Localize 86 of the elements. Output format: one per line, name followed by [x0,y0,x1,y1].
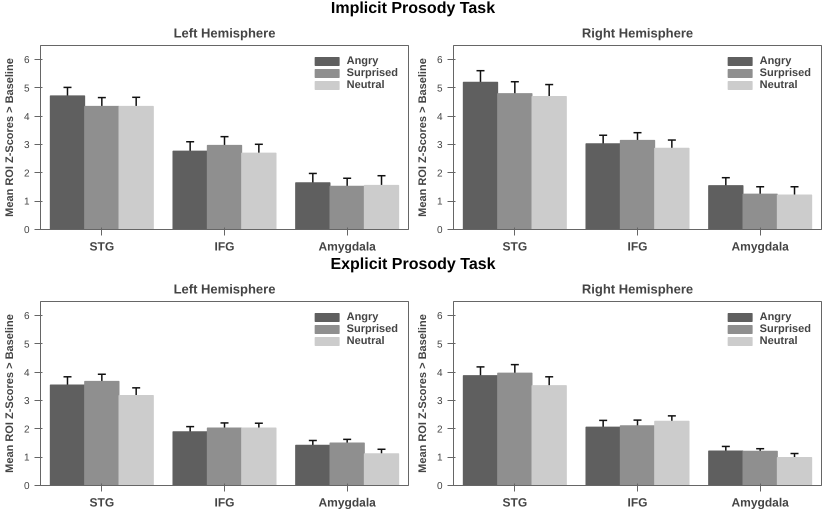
x-tick-label: IFG [628,496,648,510]
bar [329,442,365,486]
y-tick-label: 4 [24,112,30,123]
x-tick-label: Amygdala [731,496,790,510]
chart-title: Right Hemisphere [582,282,694,296]
bar [329,186,365,230]
y-tick-label: 0 [24,225,30,236]
y-tick-label: 1 [436,452,443,464]
legend-label: Surprised [346,323,398,335]
y-tick-label: 1 [24,196,30,208]
x-tick-label: Amygdala [318,496,376,510]
y-axis-title: Mean ROI Z-Scores > Baseline [416,58,429,217]
legend-label: Neutral [760,79,798,91]
x-tick-label: IFG [214,496,234,510]
bar [364,184,400,230]
y-tick-label: 6 [24,55,30,66]
y-tick-label: 1 [436,196,443,208]
bar [620,140,656,230]
bar [497,93,533,230]
bar [776,456,812,486]
y-axis-title: Mean ROI Z-Scores > Baseline [4,314,16,473]
y-tick-label: 0 [24,481,30,492]
bar [118,394,154,486]
legend-label: Surprised [346,67,398,79]
x-tick-label: STG [90,496,114,510]
bar [118,106,154,230]
bar [742,450,778,486]
bar [241,428,277,486]
y-tick-label: 3 [24,396,30,408]
y-tick-label: 6 [24,311,30,322]
y-tick-label: 2 [24,424,30,436]
bar [497,372,533,486]
y-tick-label: 6 [436,55,443,66]
y-tick-label: 3 [436,140,443,152]
text: Explicit Prosody Task [330,256,496,274]
y-tick-label: 5 [436,339,443,350]
y-tick-label: 6 [436,311,443,322]
legend-label: Angry [760,55,792,67]
x-tick-label: Amygdala [731,240,790,254]
y-tick-label: 1 [24,452,30,464]
text: Implicit Prosody Task [330,0,496,18]
y-tick-label: 4 [436,112,443,123]
bar [364,453,400,486]
legend-label: Angry [346,55,378,67]
bar [620,425,656,486]
y-tick-label: 0 [436,225,443,236]
y-tick-label: 2 [436,168,443,180]
legend-label: Angry [760,311,792,323]
legend-label: Angry [346,311,378,323]
y-tick-label: 0 [436,481,443,492]
chart-title: Right Hemisphere [582,26,694,40]
x-tick-label: IFG [628,240,648,254]
y-tick-label: 5 [436,83,443,94]
chart-title: Left Hemisphere [174,282,276,296]
x-tick-label: Amygdala [318,240,376,254]
y-tick-label: 4 [24,368,30,379]
bar [654,148,690,230]
legend-label: Neutral [760,335,798,347]
y-tick-label: 3 [436,396,443,408]
y-tick-label: 5 [24,339,30,350]
y-tick-label: 4 [436,368,443,379]
bar [654,420,690,486]
bar [84,380,120,486]
x-tick-label: IFG [214,240,234,254]
y-tick-label: 2 [24,168,30,180]
x-tick-label: STG [502,496,528,510]
chart-title: Left Hemisphere [174,26,276,40]
y-axis-title: Mean ROI Z-Scores > Baseline [416,314,429,473]
bar [776,194,812,230]
bar [532,385,567,486]
bar [84,106,120,230]
legend-label: Surprised [760,323,811,335]
legend-label: Surprised [760,67,811,79]
bar [206,428,242,486]
y-tick-label: 3 [24,140,30,152]
y-tick-label: 2 [436,424,443,436]
bar [206,144,242,230]
bar [241,152,277,230]
legend-label: Neutral [346,335,385,347]
x-tick-label: STG [90,240,114,254]
x-tick-label: STG [502,240,528,254]
bar [742,194,778,230]
y-tick-label: 5 [24,83,30,94]
legend-label: Neutral [346,79,385,91]
bar [532,96,567,230]
y-axis-title: Mean ROI Z-Scores > Baseline [4,58,16,217]
